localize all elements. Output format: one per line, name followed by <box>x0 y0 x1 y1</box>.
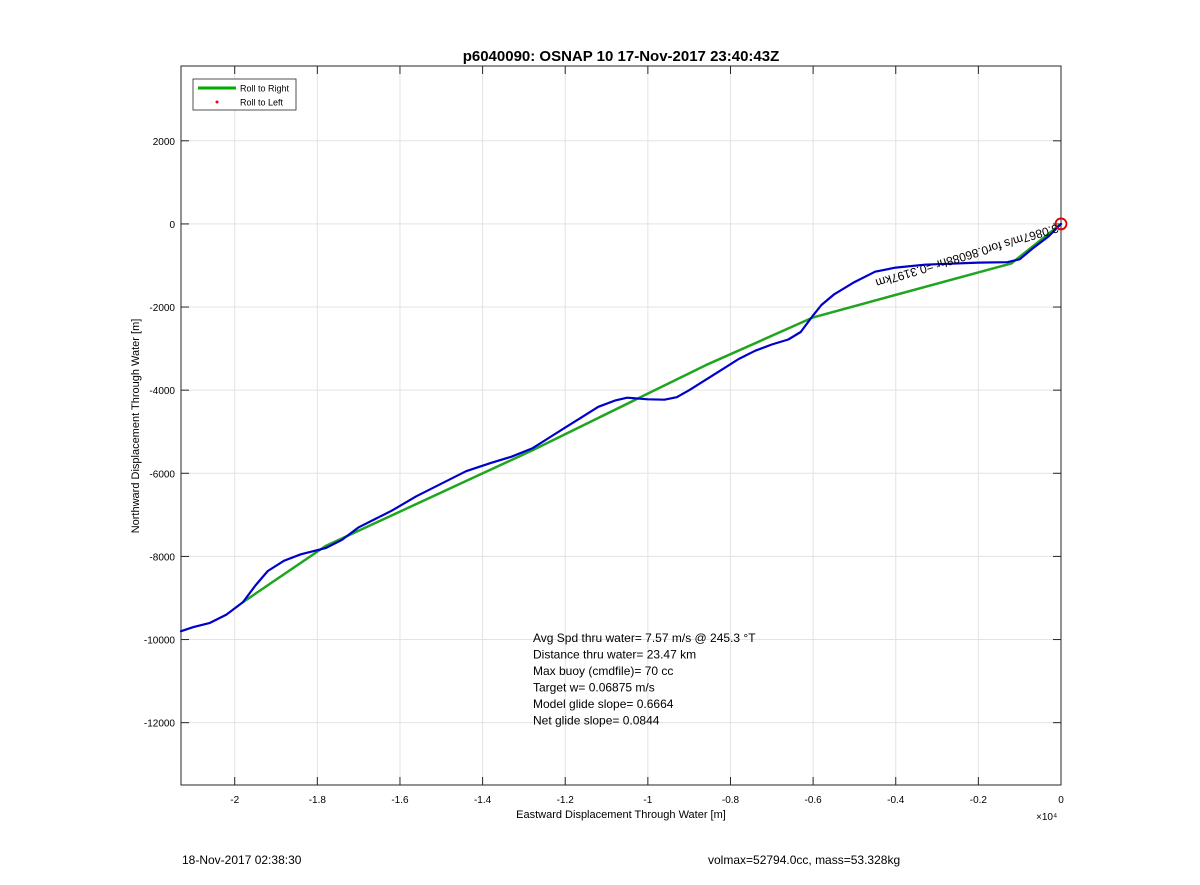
annotation-distance: Distance thru water= 23.47 km <box>533 648 696 662</box>
y-tick-label: -4000 <box>149 386 175 397</box>
legend-box <box>192 78 297 111</box>
x-tick-label: -1.6 <box>391 795 409 806</box>
series-track-line <box>179 222 1063 633</box>
x-tick-label: 0 <box>1058 795 1064 806</box>
x-exponent-label: ×10⁴ <box>1036 812 1057 823</box>
x-tick-label: -1.4 <box>474 795 492 806</box>
x-tick-label: -0.8 <box>722 795 740 806</box>
annotation-max-buoy: Max buoy (cmdfile)= 70 cc <box>533 664 673 678</box>
legend-dot-roll-left <box>215 100 219 104</box>
footer-timestamp: 18-Nov-2017 02:38:30 <box>182 853 302 867</box>
x-tick-label: -1.8 <box>309 795 327 806</box>
x-tick-label: -2 <box>230 795 239 806</box>
data-series <box>179 217 1068 633</box>
x-ticks: -2 -1.8 -1.6 -1.4 -1.2 -1 -0.8 -0.6 -0.4 -0.2 0 <box>230 66 1064 806</box>
chart-title: p6040090: OSNAP 10 17-Nov-2017 23:40:43Z <box>463 48 780 65</box>
annotation-avg-speed: Avg Spd thru water= 7.57 m/s @ 245.3 °T <box>533 631 756 645</box>
stats-annotations: Avg Spd thru water= 7.57 m/s @ 245.3 °T … <box>533 631 756 728</box>
footer-volmax-mass: volmax=52794.0cc, mass=53.328kg <box>708 853 901 867</box>
legend-label-roll-left: Roll to Left <box>240 98 284 108</box>
x-tick-label: -1.2 <box>557 795 575 806</box>
y-tick-label: -8000 <box>149 552 175 563</box>
y-tick-label: -10000 <box>144 636 176 647</box>
trace-label: 3.0867m/s for0.86088hr =0.3197km <box>874 221 1060 290</box>
plot-frame <box>180 65 1062 786</box>
annotation-net-glide: Net glide slope= 0.0844 <box>533 714 660 728</box>
legend: Roll to Right Roll to Left <box>192 78 297 111</box>
y-tick-label: -12000 <box>144 719 176 730</box>
annotation-model-glide: Model glide slope= 0.6664 <box>533 697 674 711</box>
y-tick-label: 0 <box>169 220 175 231</box>
y-tick-label: -6000 <box>149 469 175 480</box>
y-tick-label: -2000 <box>149 303 175 314</box>
x-tick-label: -0.2 <box>970 795 988 806</box>
legend-label-roll-right: Roll to Right <box>240 84 290 94</box>
x-tick-label: -1 <box>643 795 652 806</box>
start-marker-circle <box>1054 217 1068 231</box>
x-tick-label: -0.6 <box>804 795 822 806</box>
y-ticks: -12000 -10000 -8000 -6000 -4000 -2000 0 2000 <box>144 137 1061 730</box>
y-tick-label: 2000 <box>153 137 176 148</box>
x-axis-label: Eastward Displacement Through Water [m] <box>516 809 726 821</box>
series-roll-to-right-line <box>241 222 1063 604</box>
y-axis-label: Northward Displacement Through Water [m] <box>130 319 142 534</box>
annotation-target-w: Target w= 0.06875 m/s <box>533 681 655 695</box>
x-tick-label: -0.4 <box>887 795 905 806</box>
